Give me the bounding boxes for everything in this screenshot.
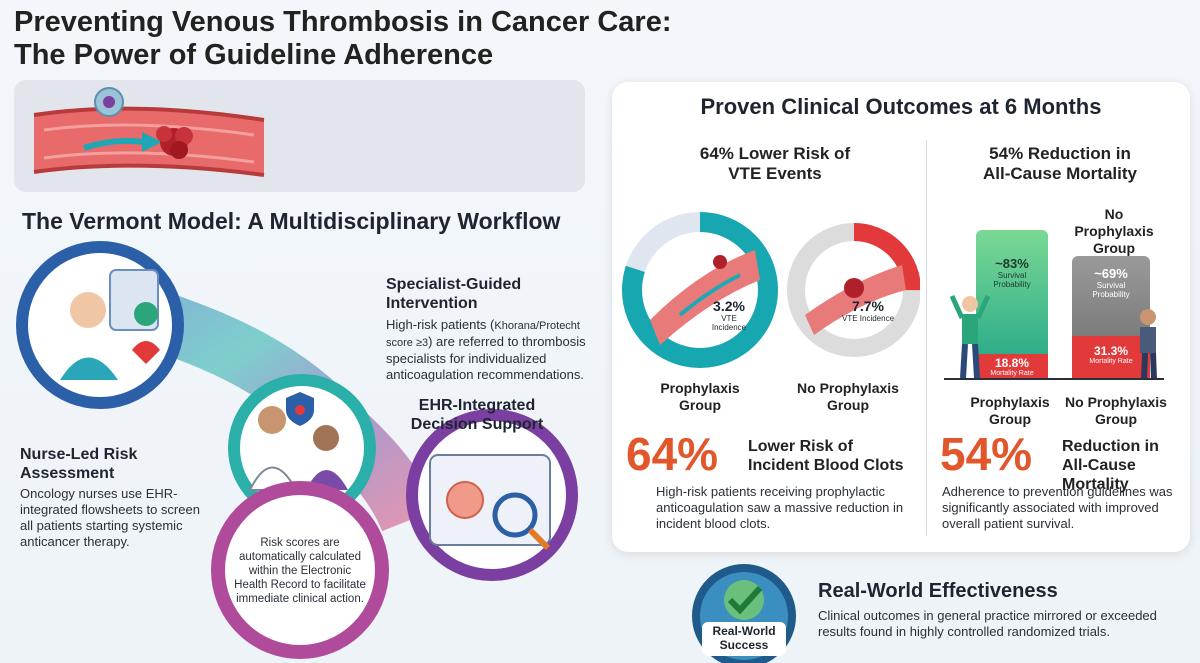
prophylaxis-survival-bar: ~83% Survival Probability 18.8% Mortalit… (976, 230, 1048, 378)
workflow-diagram (16, 241, 578, 659)
no-prophylaxis-donut-arc (787, 223, 920, 357)
sad-person-icon (1140, 309, 1157, 381)
prophylaxis-vte-value: 3.2% VTE Incidence (711, 298, 747, 332)
step1-title: Nurse-Led Risk Assessment (20, 446, 138, 482)
no-prophylaxis-tag: No Prophylaxis Group (1074, 206, 1154, 256)
vte-prophylaxis-label: Prophylaxis Group (660, 380, 740, 413)
mortality-prophylaxis-label: Prophylaxis Group (970, 394, 1050, 427)
no-prophylaxis-survival-bar: ~69% Survival Probability 31.3% Mortalit… (1072, 256, 1150, 378)
mortality-no-prophylaxis-label: No Prophylaxis Group (1065, 394, 1167, 427)
celebrating-person-icon (950, 294, 990, 379)
column-divider (926, 140, 927, 535)
prophylaxis-donut-arc (622, 212, 778, 368)
real-world-badge-icon (692, 564, 796, 663)
vte-no-prophylaxis-label: No Prophylaxis Group (797, 380, 899, 413)
baseline (944, 378, 1164, 380)
step3-title: EHR-Integrated Decision Support (410, 397, 544, 433)
step4-text: Risk scores are automatically calculated… (234, 537, 366, 605)
real-world-title: Real-World Effectiveness (818, 580, 1058, 602)
vte-desc: High-risk patients receiving prophylacti… (656, 484, 904, 531)
step2-title: Specialist-Guided Intervention (386, 276, 522, 312)
mortality-big-percent: 54% (940, 428, 1033, 480)
step2-text: High-risk patients (Khorana/Protecht sco… (386, 317, 586, 382)
blood-vessel-illustration (33, 87, 265, 177)
vte-donuts (622, 212, 920, 368)
no-prophylaxis-vte-value: 7.7% VTE Incidence (841, 298, 895, 323)
real-world-text: Clinical outcomes in general practice mi… (818, 608, 1157, 639)
mortality-desc: Adherence to prevention guidelines was s… (942, 484, 1173, 531)
page-title: Preventing Venous Thrombosis in Cancer C… (14, 6, 672, 71)
mortality-big-desc: Reduction in All-Cause Mortality (1062, 438, 1159, 493)
vte-big-percent: 64% (626, 428, 719, 480)
mortality-title: 54% Reduction in All-Cause Mortality (983, 144, 1137, 183)
real-world-badge: Real-World Success (712, 624, 776, 652)
hero-banner (14, 80, 585, 192)
outcomes-title: Proven Clinical Outcomes at 6 Months (700, 94, 1102, 119)
workflow-title: The Vermont Model: A Multidisciplinary W… (22, 208, 561, 234)
vte-big-desc: Lower Risk of Incident Blood Clots (748, 438, 904, 474)
step1-text: Oncology nurses use EHR-integrated flows… (20, 486, 200, 549)
vte-title: 64% Lower Risk of VTE Events (699, 144, 851, 183)
risk-score-circle (211, 481, 389, 659)
